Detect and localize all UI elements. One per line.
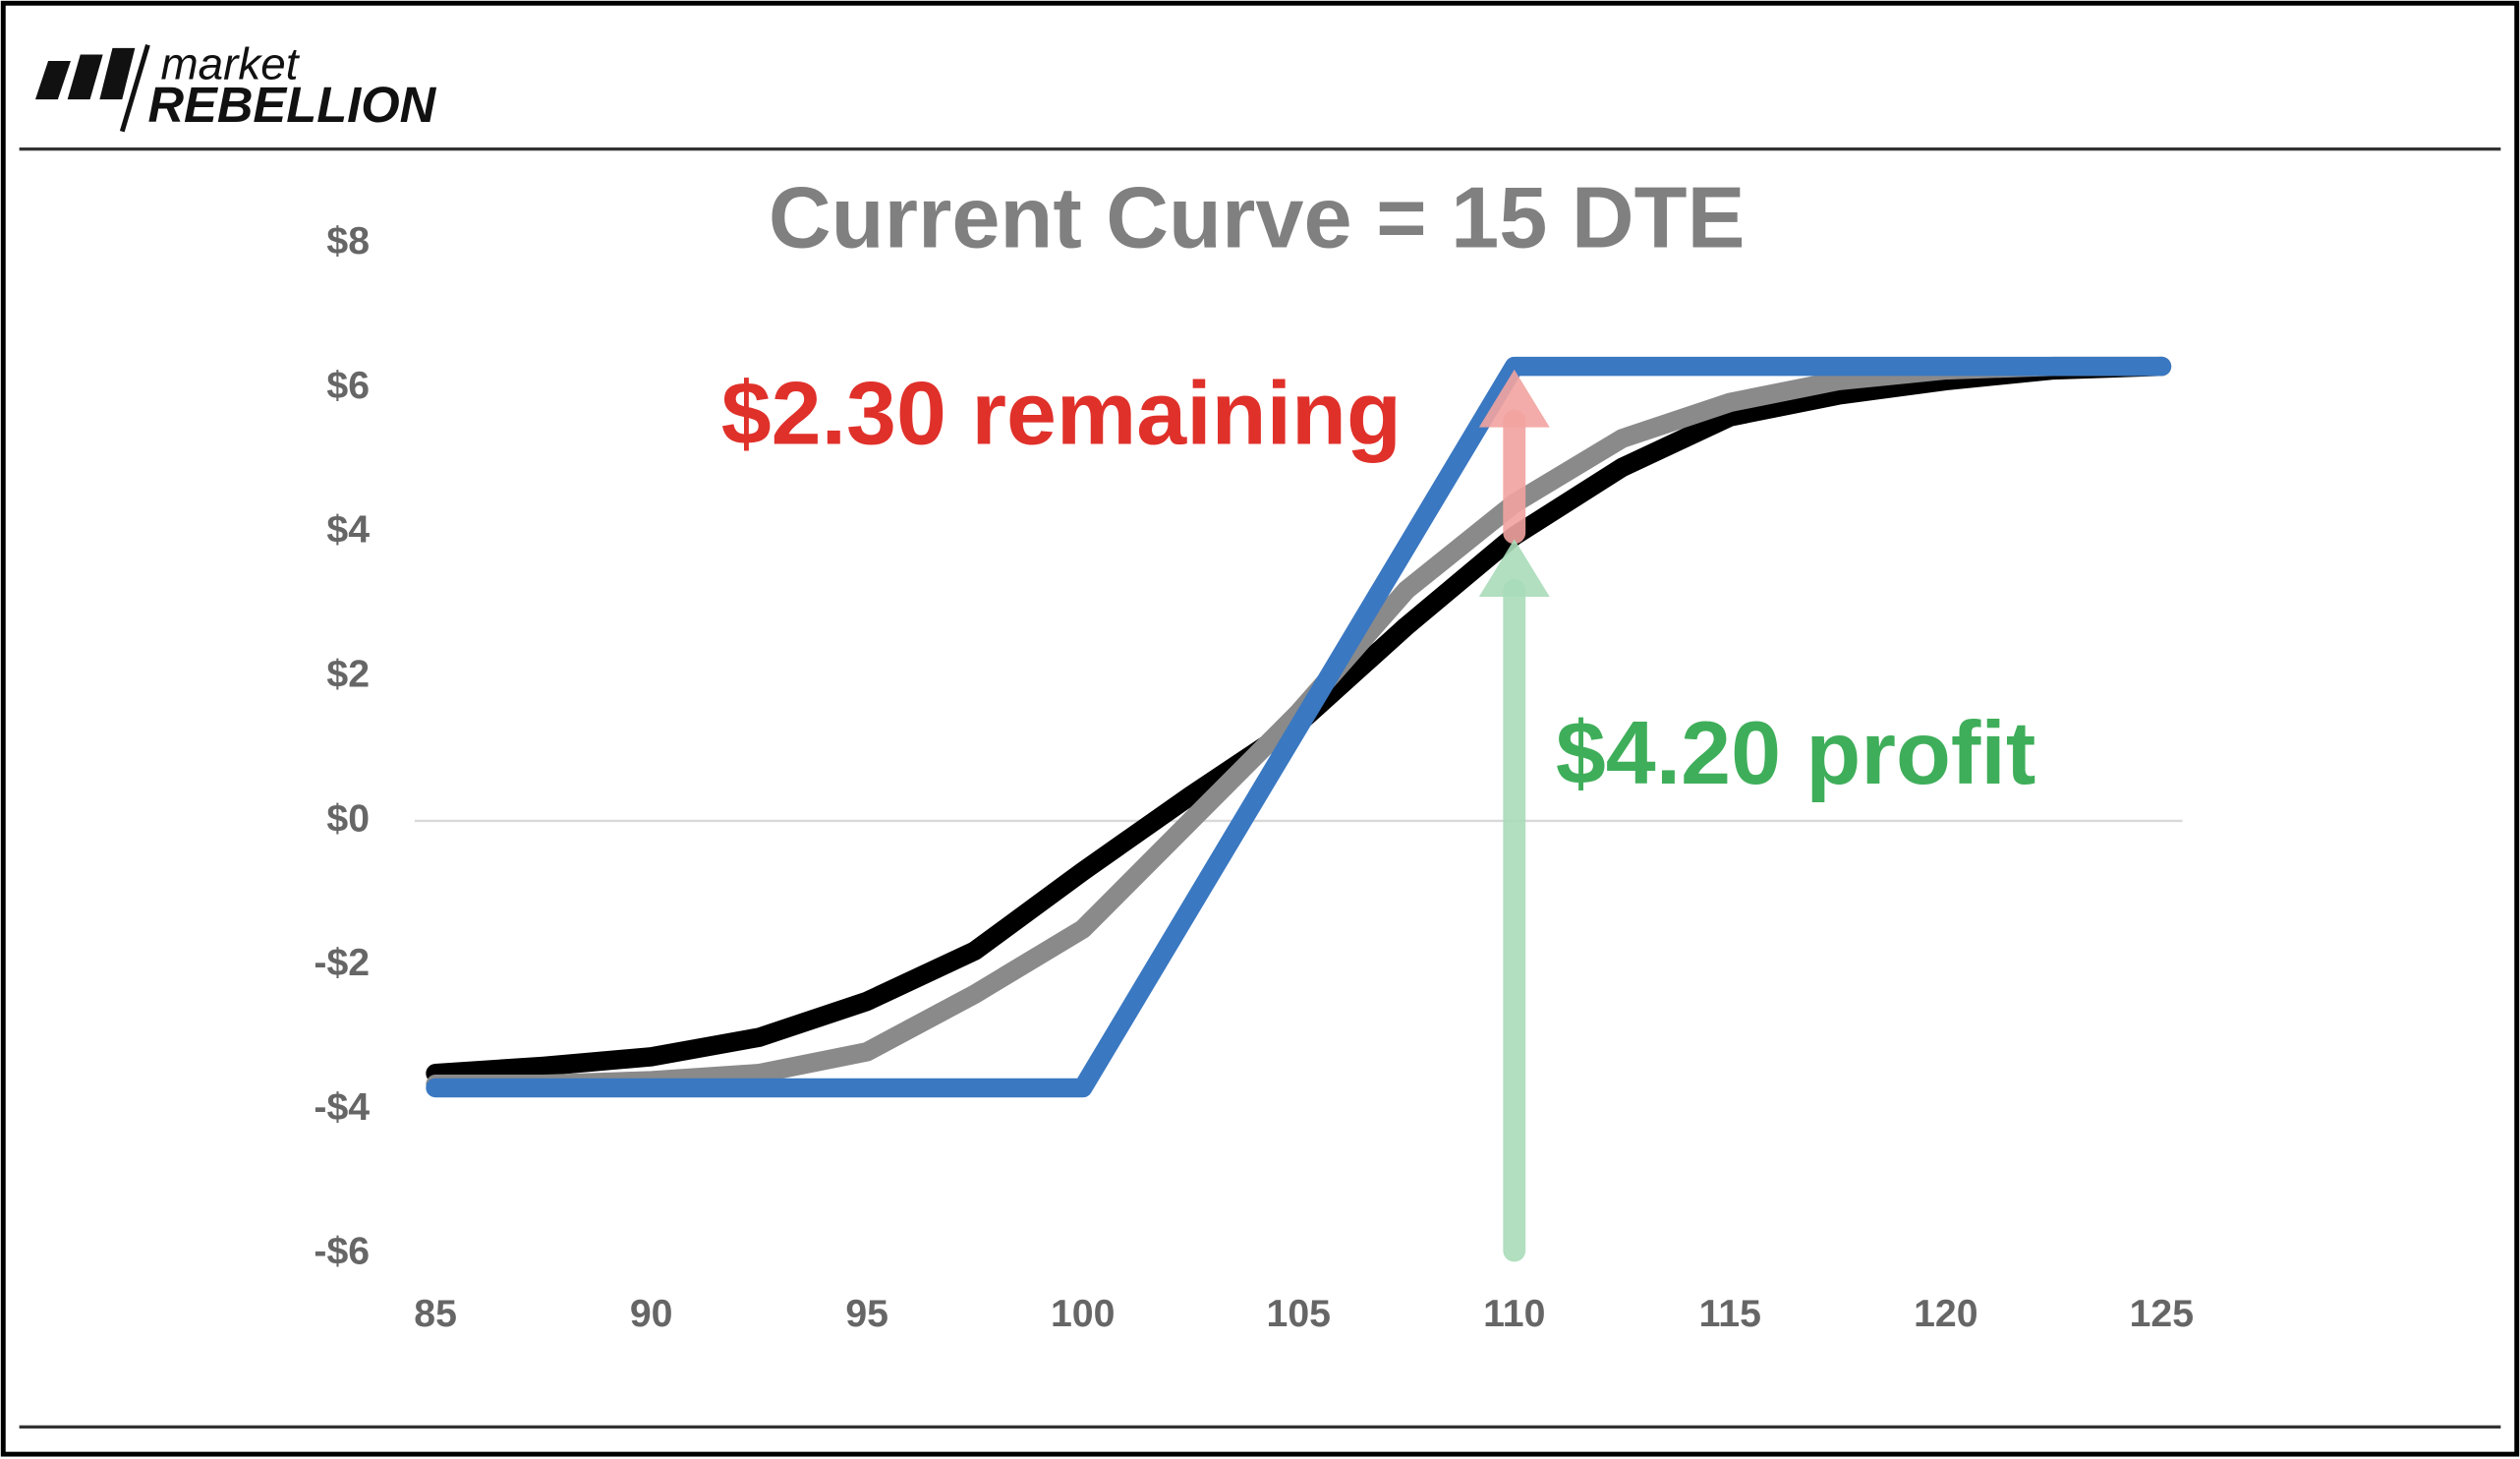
series-line (426, 356, 2172, 1098)
chart-title: Current Curve = 15 DTE (769, 169, 1746, 266)
x-tick-label: 105 (1267, 1293, 1331, 1335)
logo-bar (34, 60, 71, 100)
logo-bar (99, 47, 136, 100)
annotation-arrow-head (1478, 539, 1550, 598)
x-tick-label: 125 (2130, 1293, 2194, 1335)
annotation-text: $4.20 profit (1556, 703, 2035, 803)
y-tick-label: -$4 (314, 1086, 370, 1129)
logo-slash (119, 43, 150, 133)
annotation-text: $2.30 remaining (721, 363, 1402, 463)
x-tick-label: 85 (414, 1293, 457, 1335)
y-tick-label: -$2 (314, 942, 370, 984)
logo-text: market (161, 39, 301, 89)
y-tick-label: $6 (326, 365, 370, 407)
logo: market REBELLION (34, 39, 437, 133)
annotation-arrow-head (1478, 369, 1550, 428)
x-tick-label: 95 (845, 1293, 888, 1335)
y-tick-label: $0 (326, 797, 370, 840)
y-tick-label: $4 (326, 509, 370, 552)
x-tick-label: 120 (1914, 1293, 1977, 1335)
y-tick-label: -$6 (314, 1231, 370, 1273)
x-tick-label: 115 (1699, 1293, 1761, 1335)
x-tick-label: 100 (1051, 1293, 1115, 1335)
y-tick-label: $2 (326, 654, 370, 696)
x-tick-label: 110 (1483, 1293, 1545, 1335)
logo-text: REBELLION (147, 77, 436, 133)
logo-bar (67, 54, 103, 100)
x-tick-label: 90 (630, 1293, 673, 1335)
y-tick-label: $8 (326, 220, 370, 263)
